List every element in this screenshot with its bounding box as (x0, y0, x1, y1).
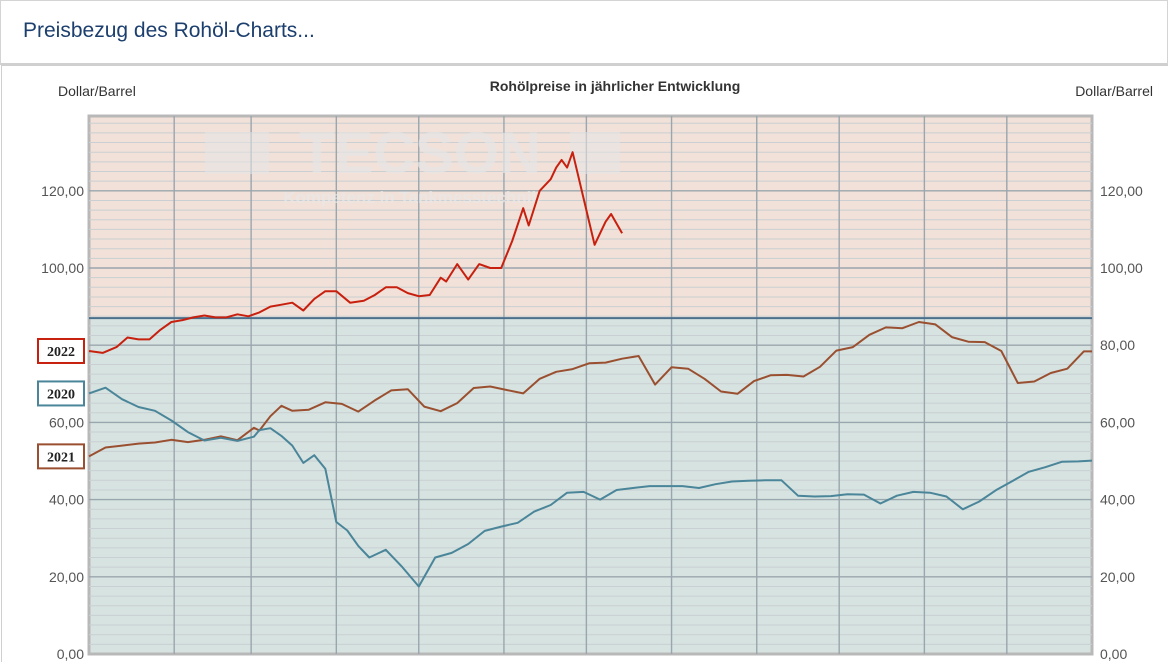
chart-panel: Rohölpreise in jährlicher Entwicklung Do… (1, 65, 1168, 662)
legend: 2022 2021 2020 (37, 337, 85, 470)
y-tick-label-left: 40,00 (49, 492, 84, 508)
watermark-block-right (570, 132, 620, 174)
watermark-brand: TECSON (299, 121, 541, 186)
y-tick-label-left: 60,00 (49, 414, 84, 430)
y-tick-label-right: 40,00 (1100, 492, 1135, 508)
page-header: Preisbezug des Rohöl-Charts... (0, 0, 1168, 65)
legend-box-2021 (37, 443, 85, 470)
watermark-block-left (205, 132, 269, 174)
watermark-tagline: Kompetenz in Tankmesstechnik (283, 188, 541, 207)
legend-label-2020: 2020 (47, 387, 75, 402)
y-tick-label-left: 0,00 (57, 646, 84, 662)
series-line-2020 (88, 386, 1093, 588)
chart-title: Rohölpreise in jährlicher Entwicklung (490, 78, 741, 94)
y-tick-label-right: 0,00 (1100, 646, 1127, 662)
y-tick-label-right: 100,00 (1100, 260, 1143, 276)
gridlines (89, 116, 1092, 654)
y-tick-label-left: 100,00 (41, 260, 84, 276)
plot-background (87, 114, 1094, 656)
legend-box-2022 (37, 337, 85, 364)
series-line-2021 (88, 321, 1092, 458)
y-tick-label-left: 20,00 (49, 569, 84, 585)
y-axis-ticks: 0,00 0,00 20,00 20,00 40,00 40,00 60,00 60,00 80… (41, 183, 1143, 662)
page-title: Preisbezug des Rohöl-Charts... (23, 19, 315, 42)
y-tick-label-right: 80,00 (1100, 337, 1135, 353)
y-tick-label-left: 120,00 (41, 183, 84, 199)
legend-box-2020 (37, 380, 85, 407)
legend-label-2022: 2022 (47, 345, 75, 360)
lower-band (89, 318, 1092, 654)
y-tick-label-right: 60,00 (1100, 414, 1135, 430)
oil-price-chart: Rohölpreise in jährlicher Entwicklung Do… (37, 78, 1153, 662)
series-line-2022 (88, 151, 623, 354)
series-lines (88, 151, 1093, 588)
tecson-watermark: TECSON Kompetenz in Tankmesstechnik (205, 121, 620, 207)
y-tick-label-right: 20,00 (1100, 569, 1135, 585)
y-axis-label-left: Dollar/Barrel (58, 83, 136, 99)
legend-label-2021: 2021 (47, 450, 75, 465)
plot-border (87, 114, 1094, 656)
y-axis-label-right: Dollar/Barrel (1075, 83, 1153, 99)
y-tick-label-right: 120,00 (1100, 183, 1143, 199)
